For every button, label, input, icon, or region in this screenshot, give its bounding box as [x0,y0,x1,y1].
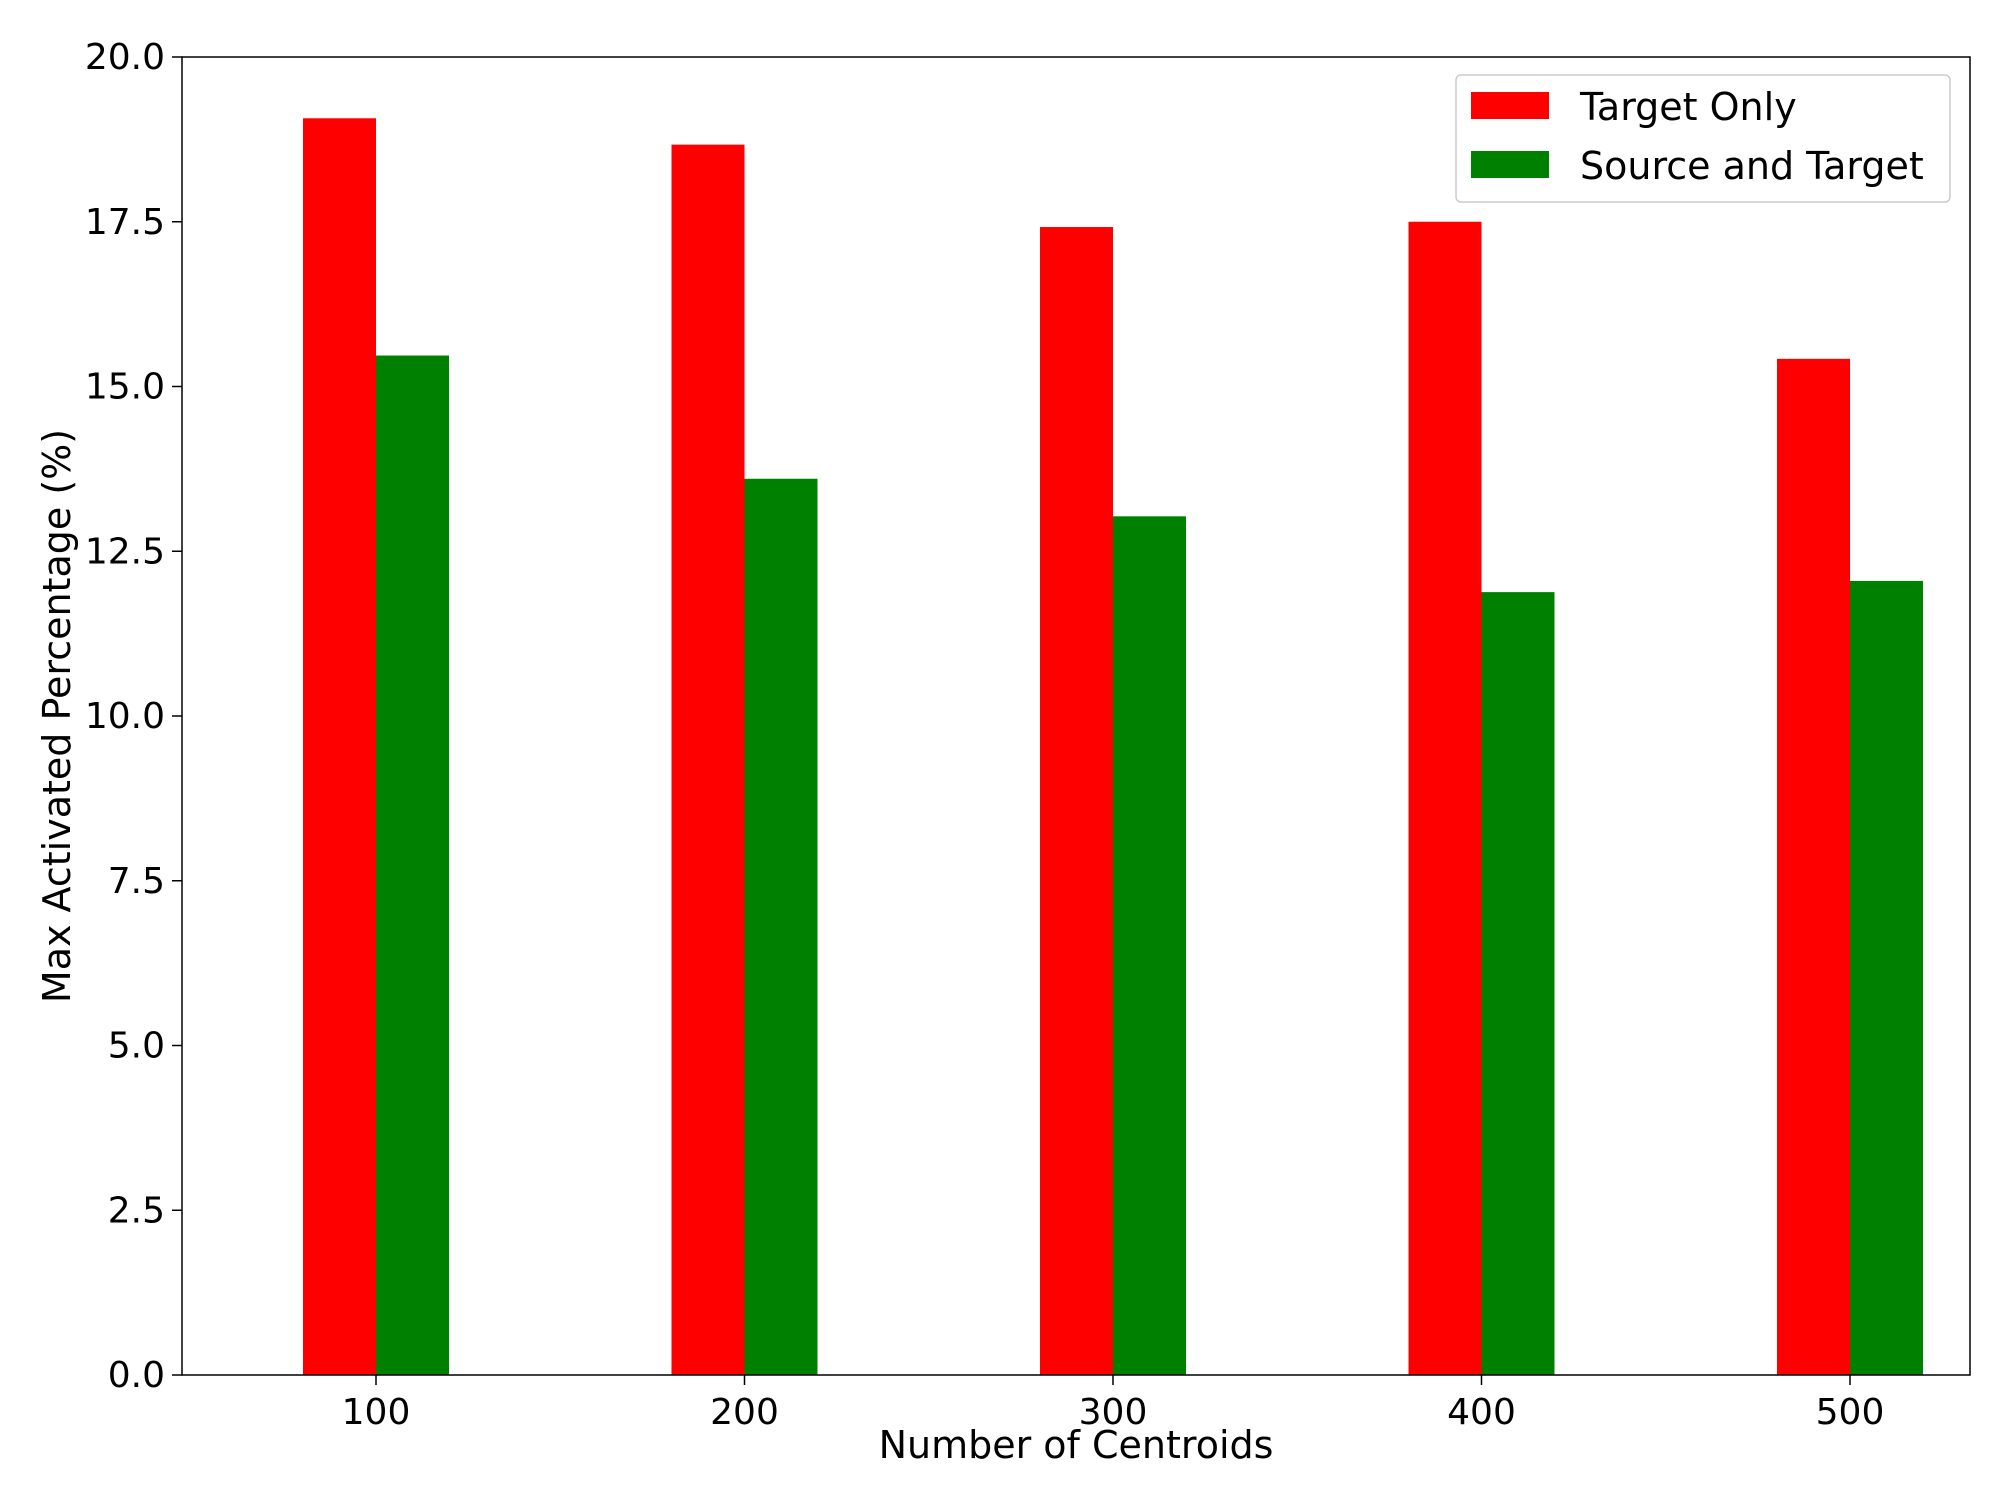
y-tick-label: 7.5 [108,861,165,902]
legend-swatch-target-only [1471,92,1549,119]
y-tick-label: 17.5 [85,202,165,243]
bars-group [303,118,1923,1376]
bar-target-only-300 [1040,227,1113,1376]
x-tick-label: 300 [1079,1392,1148,1433]
legend-label-target-only: Target Only [1579,85,1797,129]
bar-target-only-400 [1408,221,1482,1375]
x-tick-label: 100 [342,1392,411,1433]
bar-source-and-target-300 [1113,516,1186,1375]
x-tick-label: 500 [1816,1392,1885,1433]
y-axis: 0.0 2.5 5.0 7.5 10.0 12.5 15.0 17.5 20.0 [85,37,182,1396]
x-axis-label: Number of Centroids [879,1423,1274,1467]
y-tick-label: 12.5 [85,531,165,572]
bar-target-only-100 [303,118,376,1376]
bar-target-only-500 [1777,358,1850,1375]
bar-target-only-200 [671,144,745,1376]
y-tick-label: 10.0 [85,696,165,737]
legend-label-source-and-target: Source and Target [1580,144,1924,188]
y-axis-label: Max Activated Percentage (%) [35,429,79,1003]
bar-source-and-target-200 [744,478,818,1375]
y-tick-label: 0.0 [108,1355,165,1396]
legend-frame [1455,74,1951,203]
bar-source-and-target-100 [376,355,449,1376]
bar-source-and-target-500 [1850,580,1923,1375]
y-tick-label: 20.0 [85,37,165,78]
legend-swatch-source-and-target [1471,151,1549,178]
x-axis: 100 200 300 400 500 [342,1375,1885,1433]
y-tick-label: 15.0 [85,367,165,408]
y-tick-label: 5.0 [108,1026,165,1067]
x-tick-label: 400 [1447,1392,1516,1433]
y-tick-label: 2.5 [108,1190,165,1231]
legend: Target Only Source and Target [1455,74,1951,203]
x-tick-label: 200 [710,1392,779,1433]
bar-source-and-target-400 [1481,592,1555,1375]
